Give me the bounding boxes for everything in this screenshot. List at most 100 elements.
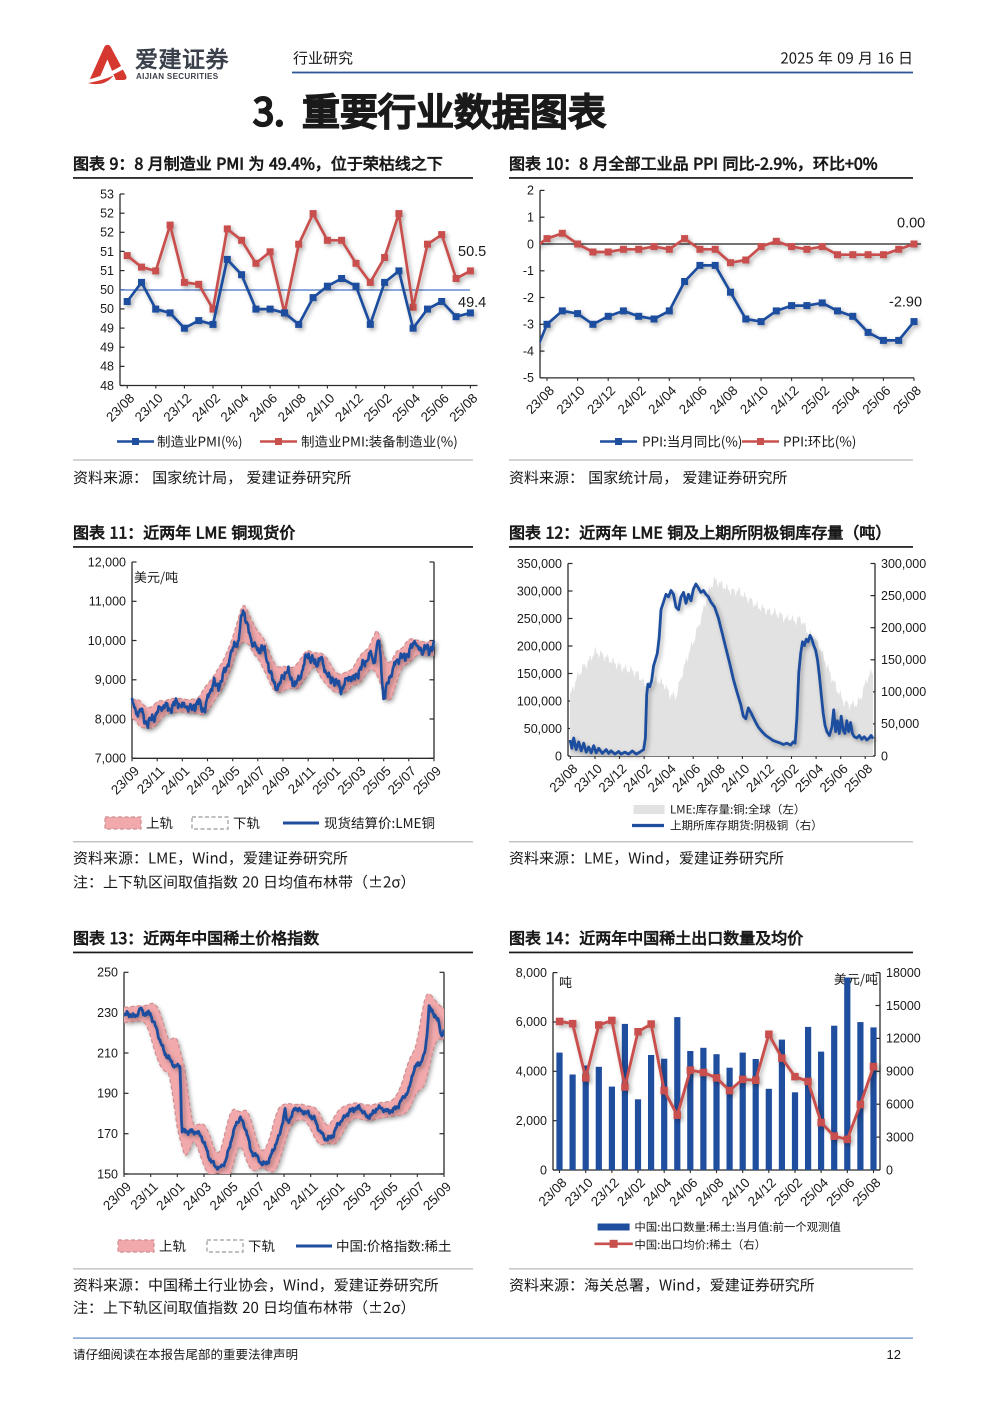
svg-text:0: 0: [886, 1163, 893, 1177]
svg-text:-5: -5: [523, 371, 534, 385]
svg-text:52: 52: [100, 207, 114, 221]
svg-text:-3: -3: [523, 318, 534, 332]
svg-text:24/07: 24/07: [234, 763, 268, 797]
svg-text:300,000: 300,000: [517, 584, 562, 598]
svg-text:24/06: 24/06: [676, 383, 710, 417]
svg-text:23/08: 23/08: [523, 383, 557, 417]
svg-text:24/10: 24/10: [737, 383, 771, 417]
svg-text:150,000: 150,000: [517, 667, 562, 681]
svg-text:4,000: 4,000: [516, 1065, 547, 1079]
svg-text:350,000: 350,000: [517, 557, 562, 571]
svg-text:100,000: 100,000: [517, 694, 562, 708]
svg-text:100,000: 100,000: [881, 685, 926, 699]
svg-text:3000: 3000: [886, 1130, 914, 1144]
svg-text:24/03: 24/03: [180, 1179, 214, 1213]
svg-text:24/04: 24/04: [218, 390, 252, 424]
svg-text:0: 0: [555, 749, 562, 763]
svg-text:23/10: 23/10: [554, 383, 588, 417]
svg-text:24/05: 24/05: [209, 763, 243, 797]
svg-text:10,000: 10,000: [88, 634, 126, 648]
svg-text:49.4: 49.4: [458, 295, 486, 311]
svg-text:23/08: 23/08: [103, 390, 137, 424]
svg-text:24/11: 24/11: [287, 1179, 320, 1212]
svg-text:53: 53: [100, 187, 114, 201]
svg-text:24/03: 24/03: [183, 763, 217, 797]
svg-text:300,000: 300,000: [881, 557, 926, 571]
svg-text:24/05: 24/05: [207, 1179, 241, 1213]
svg-text:23/12: 23/12: [160, 390, 194, 424]
svg-text:50: 50: [100, 283, 114, 297]
svg-text:-2: -2: [523, 291, 534, 305]
svg-text:49: 49: [100, 341, 114, 355]
svg-text:25/08: 25/08: [841, 761, 875, 795]
svg-text:25/09: 25/09: [420, 1179, 454, 1213]
svg-text:48: 48: [100, 360, 114, 374]
svg-text:25/06: 25/06: [859, 383, 893, 417]
svg-text:15000: 15000: [886, 999, 921, 1013]
svg-text:0: 0: [540, 1163, 547, 1177]
svg-text:170: 170: [97, 1127, 118, 1141]
svg-text:23/10: 23/10: [562, 1175, 596, 1209]
svg-text:50,000: 50,000: [524, 722, 562, 736]
svg-text:11,000: 11,000: [89, 595, 126, 609]
svg-text:25/01: 25/01: [313, 1179, 347, 1213]
svg-text:50: 50: [100, 302, 114, 316]
svg-text:25/06: 25/06: [823, 1175, 857, 1209]
svg-text:25/04: 25/04: [389, 391, 423, 425]
svg-text:250,000: 250,000: [881, 589, 926, 603]
svg-text:24/08: 24/08: [275, 390, 309, 424]
svg-text:0: 0: [881, 749, 888, 763]
svg-text:24/02: 24/02: [614, 1175, 648, 1209]
svg-text:7,000: 7,000: [95, 752, 126, 766]
svg-text:25/02: 25/02: [798, 383, 832, 417]
svg-text:1: 1: [527, 211, 534, 225]
svg-text:25/05: 25/05: [360, 763, 394, 797]
svg-text:25/02: 25/02: [771, 1175, 805, 1209]
svg-text:12,000: 12,000: [88, 555, 126, 569]
svg-text:6000: 6000: [886, 1098, 914, 1112]
svg-text:12: 12: [887, 1347, 901, 1362]
svg-text:150,000: 150,000: [881, 653, 926, 667]
svg-text:25/07: 25/07: [385, 763, 419, 797]
svg-text:50.5: 50.5: [458, 244, 486, 260]
svg-text:23/12: 23/12: [584, 383, 618, 417]
svg-text:0.00: 0.00: [897, 216, 925, 232]
svg-text:51: 51: [100, 245, 114, 259]
svg-text:23/09: 23/09: [108, 763, 142, 797]
svg-text:24/04: 24/04: [645, 383, 679, 417]
svg-text:24/07: 24/07: [233, 1179, 267, 1213]
svg-text:24/10: 24/10: [303, 390, 337, 424]
svg-text:25/03: 25/03: [340, 1179, 374, 1213]
svg-text:9,000: 9,000: [95, 673, 126, 687]
svg-text:AIJIAN SECURITIES: AIJIAN SECURITIES: [136, 72, 219, 81]
svg-text:-2.90: -2.90: [889, 295, 922, 311]
svg-text:24/09: 24/09: [260, 1179, 294, 1213]
svg-text:25/09: 25/09: [410, 763, 444, 797]
svg-text:2,000: 2,000: [516, 1114, 547, 1128]
svg-text:2: 2: [527, 184, 534, 198]
svg-text:24/04: 24/04: [640, 1175, 674, 1209]
svg-text:210: 210: [97, 1046, 118, 1060]
svg-text:25/08: 25/08: [890, 383, 924, 417]
svg-text:25/01: 25/01: [309, 763, 343, 797]
svg-text:230: 230: [97, 1006, 118, 1020]
svg-text:23/12: 23/12: [588, 1175, 622, 1209]
svg-text:0: 0: [527, 237, 534, 251]
svg-text:24/12: 24/12: [332, 390, 366, 424]
svg-text:25/04: 25/04: [797, 1175, 831, 1209]
svg-text:23/08: 23/08: [535, 1175, 569, 1209]
svg-text:25/07: 25/07: [393, 1179, 427, 1213]
svg-text:8,000: 8,000: [516, 966, 547, 980]
svg-text:25/03: 25/03: [334, 763, 368, 797]
svg-text:52: 52: [100, 226, 114, 240]
svg-text:18000: 18000: [886, 966, 921, 980]
svg-text:24/08: 24/08: [692, 1175, 726, 1209]
svg-text:25/02: 25/02: [361, 390, 395, 424]
svg-text:24/02: 24/02: [615, 383, 649, 417]
svg-text:25/06: 25/06: [418, 390, 452, 424]
svg-text:24/09: 24/09: [259, 763, 293, 797]
svg-text:24/12: 24/12: [768, 383, 802, 417]
svg-text:24/06: 24/06: [246, 391, 280, 425]
svg-text:24/01: 24/01: [158, 763, 192, 797]
svg-text:200,000: 200,000: [881, 621, 926, 635]
